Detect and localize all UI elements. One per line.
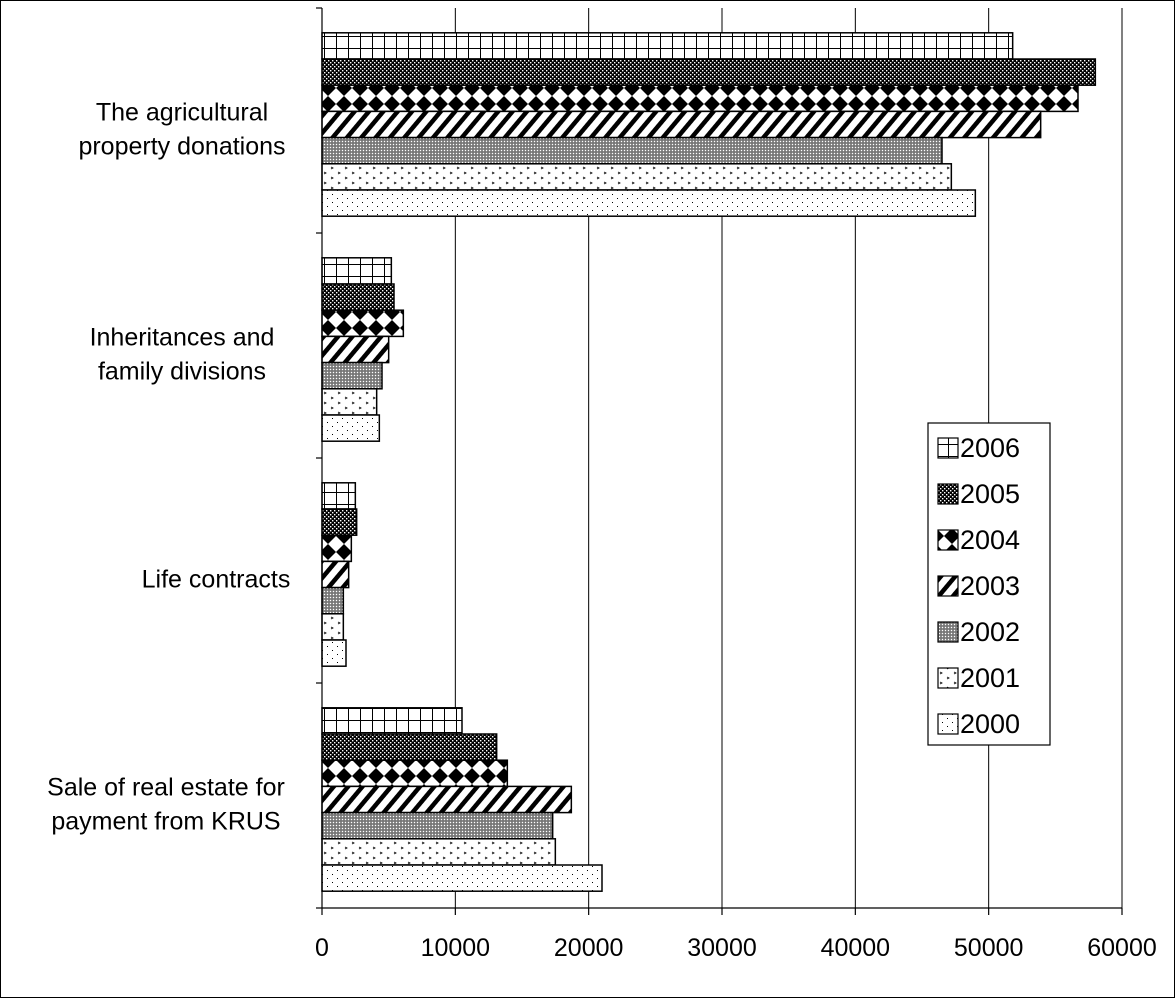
bar-2003 bbox=[321, 785, 573, 814]
legend-label: 2006 bbox=[960, 433, 1020, 463]
legend-label: 2004 bbox=[960, 525, 1020, 555]
x-tick-label: 50000 bbox=[954, 934, 1024, 962]
legend-swatch bbox=[937, 483, 959, 505]
category-label: The agricultural property donations bbox=[78, 99, 285, 161]
bar-2004 bbox=[321, 759, 509, 788]
bar-2001 bbox=[321, 388, 378, 416]
bar-2002 bbox=[321, 361, 383, 390]
bar-2000 bbox=[321, 189, 977, 217]
axes bbox=[316, 7, 1123, 915]
category-label: Sale of real estate for payment from KRUS bbox=[47, 774, 285, 836]
bar-2006 bbox=[321, 32, 1014, 60]
bar-2001 bbox=[321, 838, 557, 866]
bar-2003 bbox=[321, 560, 350, 589]
bars bbox=[321, 32, 1097, 892]
legend-label: 2003 bbox=[960, 571, 1020, 601]
category-label: Life contracts bbox=[142, 566, 291, 594]
bar-2003 bbox=[321, 335, 390, 364]
category-labels: The agricultural property donations Inheri… bbox=[47, 99, 290, 836]
bar-2005 bbox=[321, 283, 395, 311]
legend-swatch bbox=[937, 575, 959, 597]
legend-label: 2000 bbox=[960, 709, 1020, 739]
bar-2002 bbox=[321, 586, 345, 615]
bar-2006 bbox=[321, 482, 357, 510]
category-label: Inheritances and family divisions bbox=[90, 324, 275, 386]
legend-swatch bbox=[937, 437, 959, 459]
bar-2001 bbox=[321, 613, 345, 641]
legend-swatch bbox=[937, 529, 959, 551]
x-tick-label: 0 bbox=[315, 934, 329, 962]
bar-2006 bbox=[321, 707, 463, 735]
bar-2002 bbox=[321, 811, 554, 840]
bar-2004 bbox=[321, 534, 353, 563]
bar-2003 bbox=[321, 110, 1042, 139]
bar-2005 bbox=[321, 508, 358, 536]
x-tick-label: 60000 bbox=[1087, 934, 1157, 962]
bar-2005 bbox=[321, 733, 498, 761]
bar-2004 bbox=[321, 84, 1079, 113]
bar-2001 bbox=[321, 163, 953, 191]
legend-swatch bbox=[937, 713, 959, 735]
x-tick-label: 40000 bbox=[821, 934, 891, 962]
x-tick-label: 10000 bbox=[421, 934, 491, 962]
x-tick-label: 30000 bbox=[687, 934, 757, 962]
tick-labels: 0 10000 20000 30000 40000 50000 60000 bbox=[315, 934, 1157, 962]
legend-swatch bbox=[937, 621, 959, 643]
legend-label: 2002 bbox=[960, 617, 1020, 647]
legend: 2006 2005 2004 2003 2002 2001 2000 bbox=[927, 422, 1051, 746]
bar-2006 bbox=[321, 257, 393, 285]
bar-2000 bbox=[321, 639, 347, 667]
legend-label: 2005 bbox=[960, 479, 1020, 509]
bar-2000 bbox=[321, 864, 603, 892]
legend-swatch bbox=[937, 667, 959, 689]
bar-2002 bbox=[321, 136, 943, 165]
x-tick-label: 20000 bbox=[554, 934, 624, 962]
legend-label: 2001 bbox=[960, 663, 1020, 693]
bar-2000 bbox=[321, 414, 381, 442]
bar-2004 bbox=[321, 309, 405, 338]
bar-2005 bbox=[321, 58, 1097, 86]
